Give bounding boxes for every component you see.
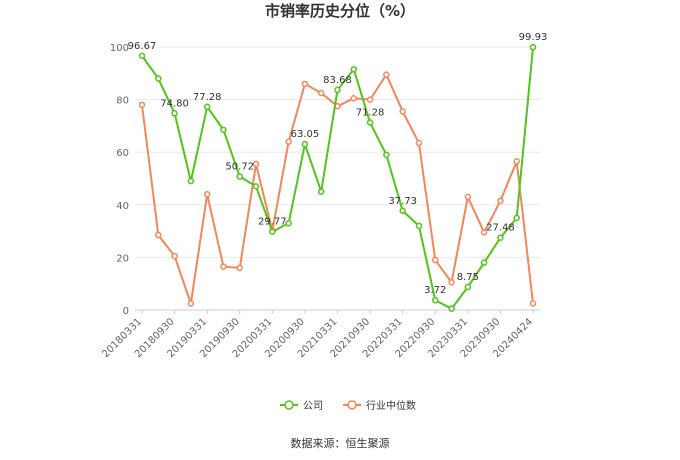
series-layer xyxy=(138,43,537,312)
data-point xyxy=(203,191,211,198)
data-point xyxy=(334,86,341,94)
y-tick-label: 80 xyxy=(116,96,129,107)
data-point xyxy=(480,229,488,236)
data-point xyxy=(366,96,374,103)
legend-label: 公司 xyxy=(303,401,323,412)
data-point xyxy=(399,108,406,115)
data-label: 77.28 xyxy=(193,92,222,103)
data-point xyxy=(187,300,195,307)
chart-title: 市销率历史分位（%） xyxy=(265,2,415,20)
y-tick-label: 40 xyxy=(116,201,129,212)
y-tick-label: 0 xyxy=(123,306,129,317)
data-point xyxy=(513,158,520,165)
data-point xyxy=(383,151,390,159)
data-point xyxy=(285,138,292,145)
data-point xyxy=(497,197,504,205)
data-point xyxy=(138,101,146,109)
data-label: 99.93 xyxy=(519,32,548,43)
data-labels: 96.67 74.80 77.28 50.72 29.77 63.05 83.68 71.28… xyxy=(128,32,548,296)
data-point xyxy=(236,173,243,180)
data-point xyxy=(155,75,162,82)
data-point xyxy=(480,259,488,266)
data-point xyxy=(399,207,406,215)
legend-marker xyxy=(347,400,357,410)
series-公司 xyxy=(138,43,537,312)
data-point xyxy=(350,95,358,102)
data-point xyxy=(432,256,439,264)
data-point xyxy=(236,264,243,272)
data-point xyxy=(203,103,211,111)
data-point xyxy=(513,214,520,222)
data-label: 83.68 xyxy=(323,75,352,86)
data-point xyxy=(366,119,374,126)
data-point xyxy=(448,305,455,312)
data-label: 74.80 xyxy=(160,98,189,109)
data-label: 63.05 xyxy=(291,129,320,140)
legend-label: 行业中位数 xyxy=(366,399,416,412)
data-point xyxy=(155,231,162,239)
data-label: 71.28 xyxy=(356,108,385,119)
data-point xyxy=(415,139,423,147)
data-point xyxy=(252,160,260,168)
data-label: 96.67 xyxy=(128,41,157,52)
data-point xyxy=(383,71,390,78)
data-point xyxy=(171,252,178,260)
data-point xyxy=(269,228,276,235)
data-label: 27.48 xyxy=(486,223,515,234)
legend-marker xyxy=(284,400,294,410)
data-point xyxy=(317,89,325,97)
data-point xyxy=(529,43,537,51)
data-point xyxy=(252,183,260,190)
data-point xyxy=(448,279,455,286)
y-tick-label: 60 xyxy=(116,148,129,159)
data-point xyxy=(497,234,504,241)
data-label: 37.73 xyxy=(388,196,417,207)
data-point xyxy=(285,219,292,227)
data-label: 50.72 xyxy=(225,162,254,173)
data-point xyxy=(220,126,227,134)
data-point xyxy=(464,193,472,201)
legend: 公司 行业中位数 xyxy=(280,399,416,412)
data-point xyxy=(529,300,537,307)
data-point xyxy=(301,140,309,148)
series-行业中位数 xyxy=(138,71,537,307)
data-point xyxy=(187,177,195,185)
y-tick-label: 100 xyxy=(110,43,129,54)
series-line xyxy=(141,47,534,310)
source-note: 数据来源：恒生聚源 xyxy=(291,436,390,450)
data-point xyxy=(138,52,146,60)
data-point xyxy=(350,66,358,73)
data-label: 8.75 xyxy=(457,272,479,283)
y-tick-label: 20 xyxy=(116,253,129,264)
legend-item[interactable]: 行业中位数 xyxy=(343,399,416,412)
data-point xyxy=(317,188,325,195)
data-label: 3.72 xyxy=(424,285,446,296)
data-point xyxy=(220,263,227,270)
data-point xyxy=(415,222,423,230)
data-point xyxy=(432,296,439,304)
data-label: 29.77 xyxy=(258,217,287,228)
data-point xyxy=(171,110,178,117)
data-point xyxy=(464,283,472,291)
grid xyxy=(135,46,540,311)
legend-item[interactable]: 公司 xyxy=(280,400,323,412)
data-point xyxy=(301,80,309,88)
